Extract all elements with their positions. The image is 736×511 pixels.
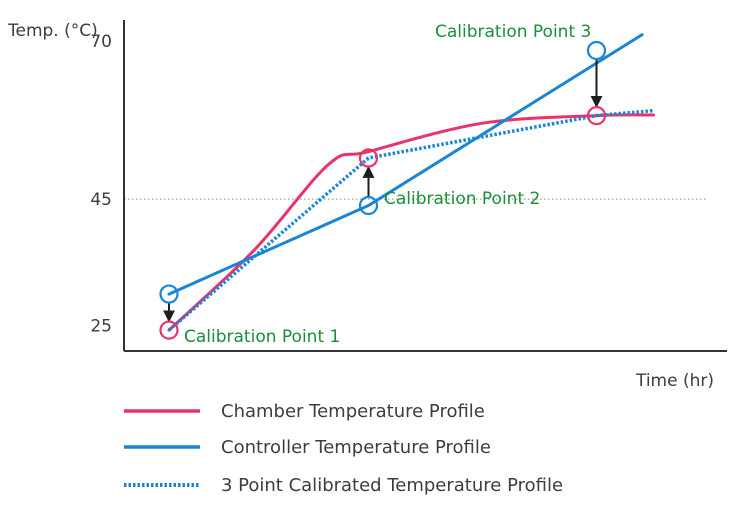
controller-point-3 bbox=[586, 40, 607, 61]
annotation-labels-group: Calibration Point 1 Calibration Point 2 Ca… bbox=[184, 22, 591, 347]
y-tick-label-25: 25 bbox=[90, 317, 112, 337]
calibration-point-label-3: Calibration Point 3 bbox=[435, 22, 591, 42]
legend: Chamber Temperature Profile Controller Te… bbox=[124, 401, 563, 496]
calibration-point-label-1: Calibration Point 1 bbox=[184, 327, 340, 347]
controller-point-2 bbox=[358, 195, 379, 216]
y-axis-label: Temp. (°C) bbox=[7, 21, 98, 41]
controller-point-1 bbox=[159, 284, 179, 304]
legend-label-1: Chamber Temperature Profile bbox=[221, 401, 485, 422]
series-line-calibrated bbox=[167, 108, 654, 332]
axes-group: Temp. (°C) Time (hr) 25 45 70 bbox=[7, 20, 727, 391]
chamber-point-1 bbox=[159, 320, 179, 340]
calibration-points-group bbox=[159, 40, 607, 340]
y-tick-label-70: 70 bbox=[90, 32, 112, 52]
legend-label-3: 3 Point Calibrated Temperature Profile bbox=[221, 475, 563, 496]
x-axis-label: Time (hr) bbox=[635, 371, 714, 391]
series-line-controller bbox=[167, 33, 644, 296]
series-line-chamber bbox=[167, 113, 655, 332]
chamber-point-2 bbox=[358, 148, 379, 168]
y-tick-label-45: 45 bbox=[90, 190, 112, 210]
calibration-point-label-2: Calibration Point 2 bbox=[384, 189, 540, 209]
legend-label-2: Controller Temperature Profile bbox=[221, 437, 491, 458]
chamber-point-3 bbox=[586, 106, 607, 126]
series-group bbox=[167, 33, 655, 332]
